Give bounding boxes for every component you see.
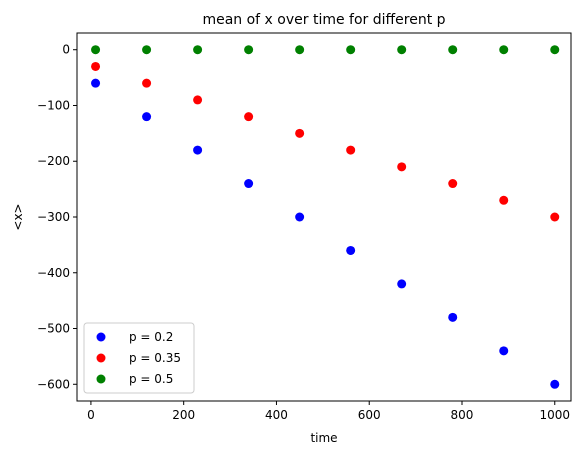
y-tick-label: −200 [37, 154, 70, 168]
data-point [142, 112, 152, 122]
legend: p = 0.2 p = 0.35 p = 0.5 [83, 322, 195, 394]
data-point [499, 346, 509, 356]
data-point [346, 245, 356, 255]
legend-label: p = 0.5 [129, 372, 173, 386]
data-point [499, 45, 509, 55]
x-tick-label: 200 [172, 408, 195, 422]
data-point [91, 61, 101, 71]
data-point [499, 195, 509, 205]
y-tick-label: −100 [37, 98, 70, 112]
data-point [91, 78, 101, 88]
legend-item: p = 0.35 [96, 351, 181, 365]
y-tick-label: 0 [62, 43, 70, 57]
x-tick-label: 600 [358, 408, 381, 422]
data-point [142, 78, 152, 88]
data-point [550, 212, 560, 222]
data-point [448, 45, 458, 55]
legend-label: p = 0.35 [129, 351, 181, 365]
y-tick-label: −500 [37, 322, 70, 336]
data-point [193, 45, 203, 55]
data-point [550, 45, 560, 55]
data-points [91, 45, 560, 389]
data-point [295, 212, 305, 222]
data-point [193, 145, 203, 155]
legend-marker [96, 353, 106, 363]
data-point [346, 145, 356, 155]
data-point [397, 162, 407, 172]
series-2 [91, 61, 560, 222]
data-point [295, 128, 305, 138]
x-axis: 0 200 400 600 800 1000 [87, 401, 570, 422]
data-point [295, 45, 305, 55]
x-tick-label: 400 [265, 408, 288, 422]
data-point [550, 379, 560, 389]
legend-item: p = 0.2 [96, 330, 173, 344]
x-tick-label: 1000 [539, 408, 570, 422]
x-axis-label: time [310, 431, 337, 445]
y-tick-label: −300 [37, 210, 70, 224]
data-point [244, 179, 254, 189]
chart-title: mean of x over time for different p [202, 12, 445, 28]
data-point [346, 45, 356, 55]
y-tick-label: −600 [37, 377, 70, 391]
data-point [244, 112, 254, 122]
data-point [448, 179, 458, 189]
data-point [142, 45, 152, 55]
series-3 [91, 45, 560, 55]
data-point [448, 312, 458, 322]
legend-marker [96, 332, 106, 342]
data-point [397, 45, 407, 55]
legend-item: p = 0.5 [96, 372, 173, 386]
data-point [91, 45, 101, 55]
legend-label: p = 0.2 [129, 330, 173, 344]
legend-marker [96, 374, 106, 384]
x-tick-label: 0 [87, 408, 95, 422]
y-axis: 0 −100 −200 −300 −400 −500 −600 [37, 43, 77, 391]
series-1 [91, 78, 560, 389]
y-tick-label: −400 [37, 266, 70, 280]
data-point [193, 95, 203, 105]
data-point [397, 279, 407, 289]
legend-box [83, 322, 195, 394]
x-tick-label: 800 [451, 408, 474, 422]
data-point [244, 45, 254, 55]
y-axis-label: <x> [11, 203, 25, 230]
